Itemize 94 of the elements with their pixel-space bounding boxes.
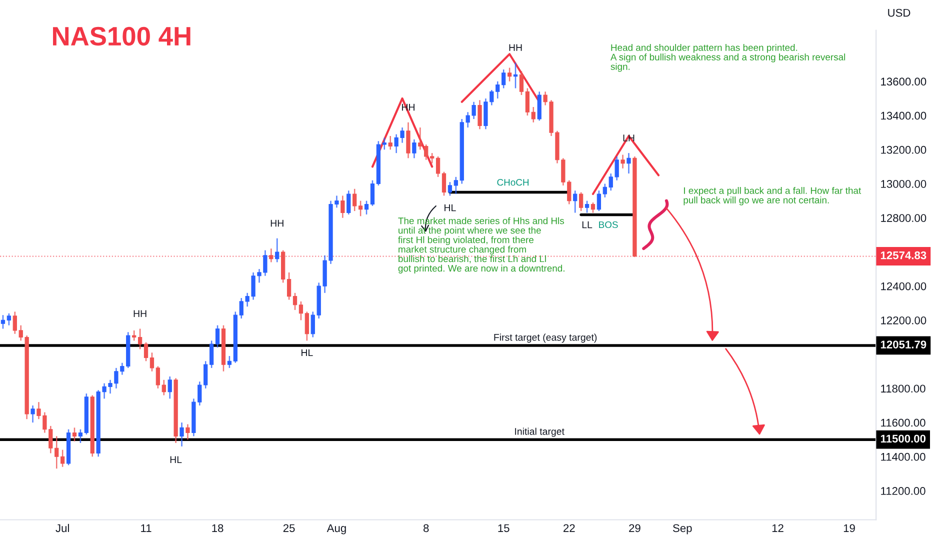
candlestick — [352, 188, 357, 212]
candlestick — [346, 190, 351, 216]
candlestick — [412, 138, 416, 159]
y-tick-label: 13200.00 — [881, 146, 926, 154]
x-tick-label: 11 — [141, 524, 152, 532]
x-tick-label: Jul — [56, 524, 69, 532]
annotation: CHoCH — [497, 179, 529, 186]
candlestick — [448, 181, 452, 196]
candlestick — [227, 355, 232, 369]
annotation: HH — [270, 220, 284, 227]
candlestick — [519, 70, 524, 96]
candlestick — [507, 67, 512, 82]
candlestick — [150, 352, 154, 372]
candlestick — [531, 106, 536, 123]
x-tick-label: Aug — [326, 524, 346, 534]
y-tick-label: 12400.00 — [881, 282, 926, 290]
candlestick — [406, 122, 410, 159]
chart-title: NAS100 4H — [53, 26, 190, 46]
y-tick-label: 13600.00 — [881, 78, 926, 86]
candlestick — [156, 366, 160, 390]
annotation: LL — [582, 221, 592, 228]
candlestick — [430, 152, 434, 164]
candlestick — [579, 192, 584, 212]
x-tick-label: 29 — [629, 524, 640, 532]
candlestick — [442, 171, 446, 196]
annotation: HL — [444, 204, 456, 212]
annotation: HH — [509, 44, 522, 51]
candlestick — [436, 156, 440, 178]
annotation: HL — [302, 349, 313, 356]
candlestick — [590, 202, 596, 214]
y-tick-label: 11600.00 — [881, 418, 926, 427]
x-tick-label: 12 — [772, 524, 784, 532]
y-tick-label: 12200.00 — [881, 316, 926, 324]
y-tick-label: 13400.00 — [881, 112, 926, 120]
annotation: Initial target — [515, 428, 564, 437]
candlestick — [370, 180, 375, 207]
y-tick-label: 12800.00 — [881, 214, 926, 222]
x-tick-label: Sep — [673, 524, 692, 534]
annotation: HL — [170, 456, 182, 463]
x-tick-label: 15 — [498, 524, 510, 532]
y-tick-label: 11400.00 — [881, 452, 926, 461]
x-tick-label: 22 — [564, 524, 575, 532]
x-tick-label: 18 — [212, 524, 224, 532]
y-tick-label: 11200.00 — [881, 487, 926, 495]
y-tick-label: 11800.00 — [881, 384, 926, 393]
candlestick — [626, 152, 631, 174]
candlestick — [304, 311, 309, 342]
candlestick — [186, 424, 190, 440]
candlestick — [72, 427, 77, 442]
candlestick — [215, 324, 220, 348]
candlestick — [584, 200, 590, 214]
candlestick — [0, 314, 6, 330]
candlestick — [340, 195, 345, 218]
y-axis-title: USD — [888, 8, 910, 17]
candlestick — [620, 154, 625, 170]
candlestick — [138, 328, 142, 350]
candlestick — [210, 340, 214, 369]
candlestick — [596, 190, 602, 212]
annotation: Head and shoulder pattern has been printed. A sign of bullish weakness and a strong bearish reversal sign. — [610, 44, 846, 72]
y-tick-label: 13000.00 — [881, 180, 926, 188]
candlestick — [180, 422, 184, 448]
candlestick — [382, 137, 386, 150]
x-tick-label: 19 — [844, 524, 855, 532]
candlestick — [162, 379, 166, 396]
candlestick — [537, 91, 542, 122]
candlestick — [292, 292, 298, 311]
candlestick — [6, 312, 12, 326]
candlestick — [78, 428, 83, 444]
candlestick — [358, 200, 363, 217]
candlestick — [298, 300, 304, 321]
x-tick-label: 25 — [283, 524, 295, 532]
candlestick — [602, 183, 607, 198]
candlestick — [454, 176, 458, 195]
ref-line-label: 11500.00 — [880, 434, 926, 443]
candlestick — [525, 88, 530, 116]
ref-line-label: 12051.79 — [880, 340, 926, 348]
candlestick — [286, 272, 292, 300]
candlestick — [364, 200, 369, 216]
candlestick — [478, 100, 482, 130]
candlestick — [60, 449, 65, 468]
x-tick-label: 8 — [424, 524, 429, 532]
candlestick — [275, 238, 280, 263]
annotation: First target (easy target) — [494, 334, 597, 343]
candlestick — [132, 330, 136, 342]
candlestick — [573, 190, 578, 214]
annotation: BOS — [599, 221, 618, 228]
candlestick — [388, 135, 392, 150]
ref-line-label: 12574.83 — [880, 251, 926, 260]
annotation: HH — [134, 310, 146, 317]
candlestick — [144, 342, 148, 362]
annotation: I expect a pull back and a fall. How far that pull back will go we are not certain. — [684, 187, 862, 206]
candlestick — [269, 248, 274, 263]
candlestick — [168, 376, 172, 400]
candlestick — [30, 404, 35, 424]
